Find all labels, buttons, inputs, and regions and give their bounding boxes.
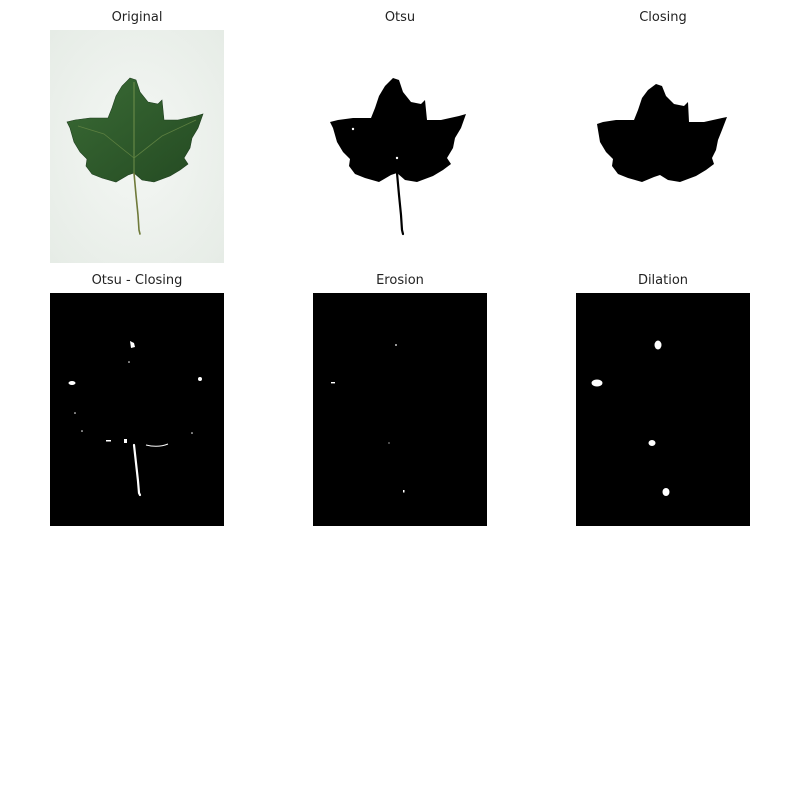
difference-specks — [68, 341, 202, 497]
dilation-blobs — [591, 340, 670, 496]
closing-leaf-silhouette — [597, 84, 727, 182]
panel-title-closing: Closing — [639, 10, 687, 25]
panel-dilation: Dilation — [576, 263, 750, 526]
closing-mask-image — [576, 30, 750, 263]
blob — [662, 488, 670, 496]
panel-title-otsu: Otsu — [384, 10, 416, 25]
panel-title-original: Original — [111, 10, 163, 25]
panel-otsu: Otsu — [313, 0, 487, 263]
speck — [331, 382, 335, 384]
otsu-hole — [351, 127, 355, 131]
erosion-mask-image — [313, 293, 487, 526]
speck — [198, 377, 202, 381]
speck — [130, 341, 135, 348]
leaf-vein-right — [133, 119, 197, 159]
speck — [128, 361, 130, 363]
dilation-mask-image — [576, 293, 750, 526]
speck — [124, 439, 127, 443]
leaf-vein-left — [77, 125, 135, 159]
leaf-blade — [66, 77, 204, 183]
otsu-hole — [395, 156, 399, 160]
stem-difference — [132, 443, 142, 497]
speck — [388, 442, 390, 444]
speck — [403, 490, 405, 493]
panel-title-dilation: Dilation — [637, 273, 689, 288]
panel-otsu-closing: Otsu - Closing — [50, 263, 224, 526]
speck — [74, 412, 76, 414]
otsu-leaf-silhouette — [330, 78, 466, 182]
mask-background — [313, 293, 487, 526]
mask-background — [50, 293, 224, 526]
panel-title-erosion: Erosion — [376, 273, 424, 288]
panel-original: Original — [50, 0, 224, 263]
speck — [145, 443, 169, 447]
speck — [81, 430, 83, 432]
erosion-specks — [331, 344, 405, 493]
speck — [395, 344, 397, 346]
original-leaf-image — [50, 30, 224, 263]
blob — [654, 340, 662, 350]
difference-mask-image — [50, 293, 224, 526]
mask-background — [576, 293, 750, 526]
otsu-mask-image — [313, 30, 487, 263]
blob — [591, 379, 603, 387]
speck — [191, 432, 193, 434]
panel-closing: Closing — [576, 0, 750, 263]
speck — [106, 440, 111, 442]
otsu-stem — [395, 171, 405, 236]
leaf-stem — [133, 172, 141, 235]
blob — [648, 440, 656, 446]
panel-erosion: Erosion — [313, 263, 487, 526]
panel-title-otsu-closing: Otsu - Closing — [91, 273, 183, 288]
speck — [68, 381, 76, 385]
